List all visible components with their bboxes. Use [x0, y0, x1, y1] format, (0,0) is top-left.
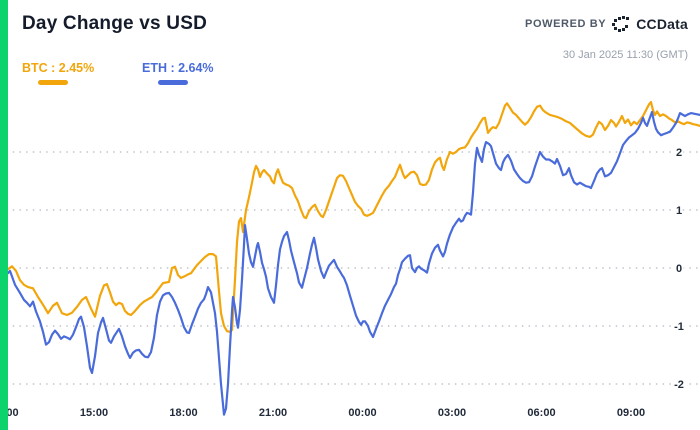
svg-text:21:00: 21:00 [259, 407, 287, 419]
svg-text:00:00: 00:00 [348, 407, 376, 419]
svg-text:03:00: 03:00 [438, 407, 466, 419]
legend-swatch-btc [38, 80, 68, 85]
svg-text:1: 1 [676, 205, 682, 217]
page-title: Day Change vs USD [22, 13, 208, 34]
svg-text:15:00: 15:00 [80, 407, 108, 419]
svg-text:18:00: 18:00 [169, 407, 197, 419]
svg-text:2: 2 [676, 147, 682, 159]
svg-text:0: 0 [676, 263, 682, 275]
legend-item-btc[interactable]: BTC : 2.45% [22, 61, 94, 85]
legend-label-eth: ETH : 2.64% [142, 61, 214, 75]
svg-text:09:00: 09:00 [617, 407, 645, 419]
svg-text:-2: -2 [674, 379, 684, 391]
svg-text:-1: -1 [674, 321, 684, 333]
timestamp: 30 Jan 2025 11:30 (GMT) [562, 49, 688, 61]
legend-label-btc: BTC : 2.45% [22, 61, 95, 75]
brand-name: CCData [636, 16, 688, 32]
svg-text:06:00: 06:00 [527, 407, 555, 419]
legend-item-eth[interactable]: ETH : 2.64% [142, 61, 214, 85]
accent-bar [0, 0, 8, 430]
powered-by-label: POWERED BY [525, 18, 607, 30]
ccdata-logo-icon [612, 16, 630, 32]
legend-swatch-eth [158, 80, 188, 85]
powered-by[interactable]: POWERED BY CCData [525, 16, 688, 32]
